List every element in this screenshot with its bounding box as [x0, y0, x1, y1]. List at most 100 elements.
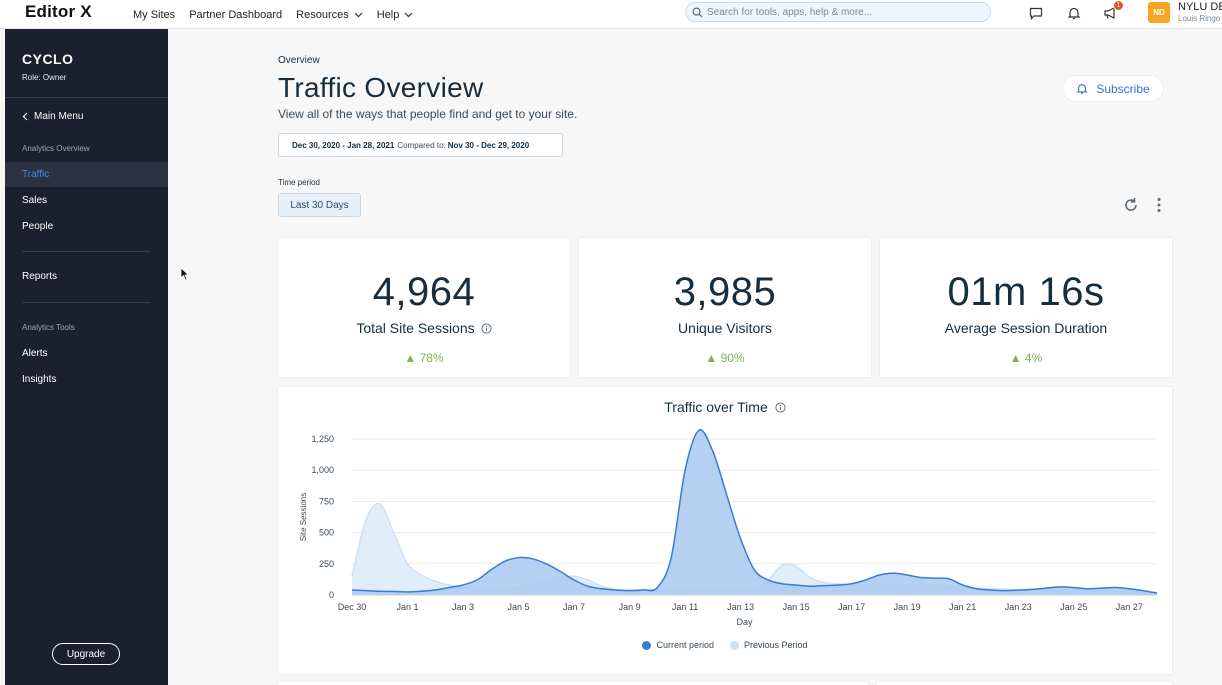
user-subtitle: Louis Ringo: [1178, 14, 1221, 23]
legend-label: Current period: [656, 640, 714, 650]
section-analytics-overview: Analytics Overview: [22, 144, 90, 153]
sidebar-divider: [22, 251, 150, 252]
more-vertical-icon[interactable]: [1150, 196, 1168, 214]
refresh-icon[interactable]: [1122, 196, 1140, 214]
section-analytics-tools: Analytics Tools: [22, 323, 75, 332]
kpi-card-visitors: 3,985 Unique Visitors ▲ 90%: [579, 238, 871, 377]
sidebar-item-people[interactable]: People: [22, 221, 54, 232]
x-tick-label: Jan 1: [397, 602, 419, 612]
top-bar: Editor X My Sites Partner Dashboard Reso…: [0, 0, 1222, 29]
next-card: [278, 682, 868, 685]
x-tick-label: Dec 30: [338, 602, 367, 612]
kpi-card-duration: 01m 16s Average Session Duration ▲ 4%: [880, 238, 1172, 377]
kpi-value: 01m 16s: [947, 270, 1105, 314]
nav-resources[interactable]: Resources: [296, 9, 363, 21]
kpi-label: Total Site Sessions: [278, 320, 570, 336]
time-period-label: Time period: [278, 178, 320, 187]
legend-dot: [642, 640, 652, 650]
chart-title-text: Traffic over Time: [664, 399, 768, 415]
chevron-down-icon: [404, 12, 413, 17]
x-tick-label: Jan 7: [563, 602, 585, 612]
chat-icon[interactable]: [1028, 5, 1044, 21]
y-tick-label: 250: [319, 559, 334, 569]
sidebar-divider: [5, 97, 168, 98]
x-tick-label: Jan 15: [783, 602, 810, 612]
bell-icon[interactable]: [1066, 5, 1082, 21]
nav-help[interactable]: Help: [377, 9, 414, 21]
megaphone-icon[interactable]: [1102, 5, 1118, 21]
kpi-change: ▲ 4%: [1009, 351, 1043, 365]
nav-label: My Sites: [133, 8, 176, 21]
date-range-value: Dec 30, 2020 - Jan 28, 2021: [292, 140, 395, 150]
sidebar-item-reports[interactable]: Reports: [22, 271, 58, 282]
chevron-left-icon: [22, 112, 28, 121]
editor-x-logo[interactable]: Editor X: [25, 2, 92, 21]
sidebar: CYCLO Role: Owner Main Menu Analytics Ov…: [5, 29, 168, 685]
x-tick-label: Jan 9: [619, 602, 641, 612]
y-tick-label: 750: [319, 496, 334, 506]
x-tick-label: Jan 13: [727, 602, 754, 612]
avatar[interactable]: ND: [1148, 2, 1170, 23]
sidebar-divider: [22, 302, 150, 303]
upgrade-button[interactable]: Upgrade: [52, 643, 120, 665]
kpi-label: Average Session Duration: [880, 320, 1172, 336]
search-input[interactable]: [707, 6, 977, 18]
compared-range-value: Nov 30 - Dec 29, 2020: [447, 140, 530, 150]
kpi-change: ▲ 90%: [705, 351, 745, 365]
nav-label: Resources: [296, 8, 349, 21]
x-tick-label: Jan 11: [672, 602, 698, 612]
kpi-label: Unique Visitors: [579, 320, 871, 336]
series-previous-period-area: [352, 503, 1157, 595]
next-card: [877, 682, 1172, 685]
y-tick-label: 1,250: [311, 434, 334, 444]
time-period-select[interactable]: Last 30 Days: [278, 193, 361, 217]
chart-title: Traffic over Time: [278, 399, 1172, 415]
site-name: CYCLO: [22, 51, 74, 67]
y-tick-label: 1,000: [311, 465, 334, 475]
series-current-period-line: [351, 429, 1158, 594]
main-menu-label: Main Menu: [34, 111, 84, 122]
nav-label: Partner Dashboard: [189, 8, 283, 21]
bell-icon: [1076, 84, 1088, 94]
search-box[interactable]: [685, 2, 991, 22]
page-title: Traffic Overview: [278, 72, 484, 103]
sidebar-item-alerts[interactable]: Alerts: [22, 348, 48, 359]
info-icon[interactable]: [775, 401, 786, 413]
mouse-cursor-icon: [180, 267, 190, 281]
sidebar-item-traffic[interactable]: Traffic: [5, 162, 168, 187]
nav-partner-dashboard[interactable]: Partner Dashboard: [189, 9, 282, 21]
sidebar-item-insights[interactable]: Insights: [22, 374, 57, 385]
site-role: Role: Owner: [22, 73, 67, 82]
chevron-down-icon: [354, 12, 363, 17]
traffic-chart[interactable]: 0 250 500 750 1,000 1,250 Dec 30 Jan 1 Jan 3 Jan …: [278, 387, 1172, 637]
x-tick-label: Jan 19: [894, 602, 921, 612]
kpi-label-text: Total Site Sessions: [356, 320, 475, 336]
breadcrumb[interactable]: Overview: [278, 55, 320, 66]
date-range-picker[interactable]: Dec 30, 2020 - Jan 28, 2021 Compared to:…: [278, 133, 563, 157]
legend-current[interactable]: Current period: [642, 640, 714, 650]
page-subtitle: View all of the ways that people find an…: [278, 107, 578, 121]
subscribe-button[interactable]: Subscribe: [1063, 76, 1163, 101]
info-icon[interactable]: [481, 322, 492, 334]
notification-badge: 1: [1113, 0, 1124, 11]
top-nav: My Sites Partner Dashboard Resources Hel…: [133, 0, 427, 29]
nav-label: Help: [376, 8, 400, 21]
traffic-chart-card: 0 250 500 750 1,000 1,250 Dec 30 Jan 1 Jan 3 Jan …: [278, 387, 1172, 674]
legend-dot: [729, 640, 739, 650]
legend-previous[interactable]: Previous Period: [729, 640, 808, 650]
x-tick-label: Jan 25: [1060, 602, 1087, 612]
kpi-value: 3,985: [673, 270, 777, 314]
kpi-label-text: Unique Visitors: [678, 320, 772, 336]
y-tick-label: 0: [329, 590, 334, 600]
x-tick-label: Jan 23: [1005, 602, 1032, 612]
compared-label: Compared to:: [397, 140, 446, 150]
x-axis-label: Day: [736, 617, 753, 627]
subscribe-label: Subscribe: [1096, 81, 1150, 96]
kpi-card-sessions: 4,964 Total Site Sessions ▲ 78%: [278, 238, 570, 377]
nav-my-sites[interactable]: My Sites: [133, 9, 175, 21]
main-menu-button[interactable]: Main Menu: [22, 111, 83, 122]
chart-legend: Current period Previous Period: [278, 640, 1172, 650]
sidebar-item-sales[interactable]: Sales: [22, 195, 48, 206]
user-name[interactable]: NYLU DE: [1178, 1, 1222, 13]
x-tick-label: Jan 5: [508, 602, 530, 612]
